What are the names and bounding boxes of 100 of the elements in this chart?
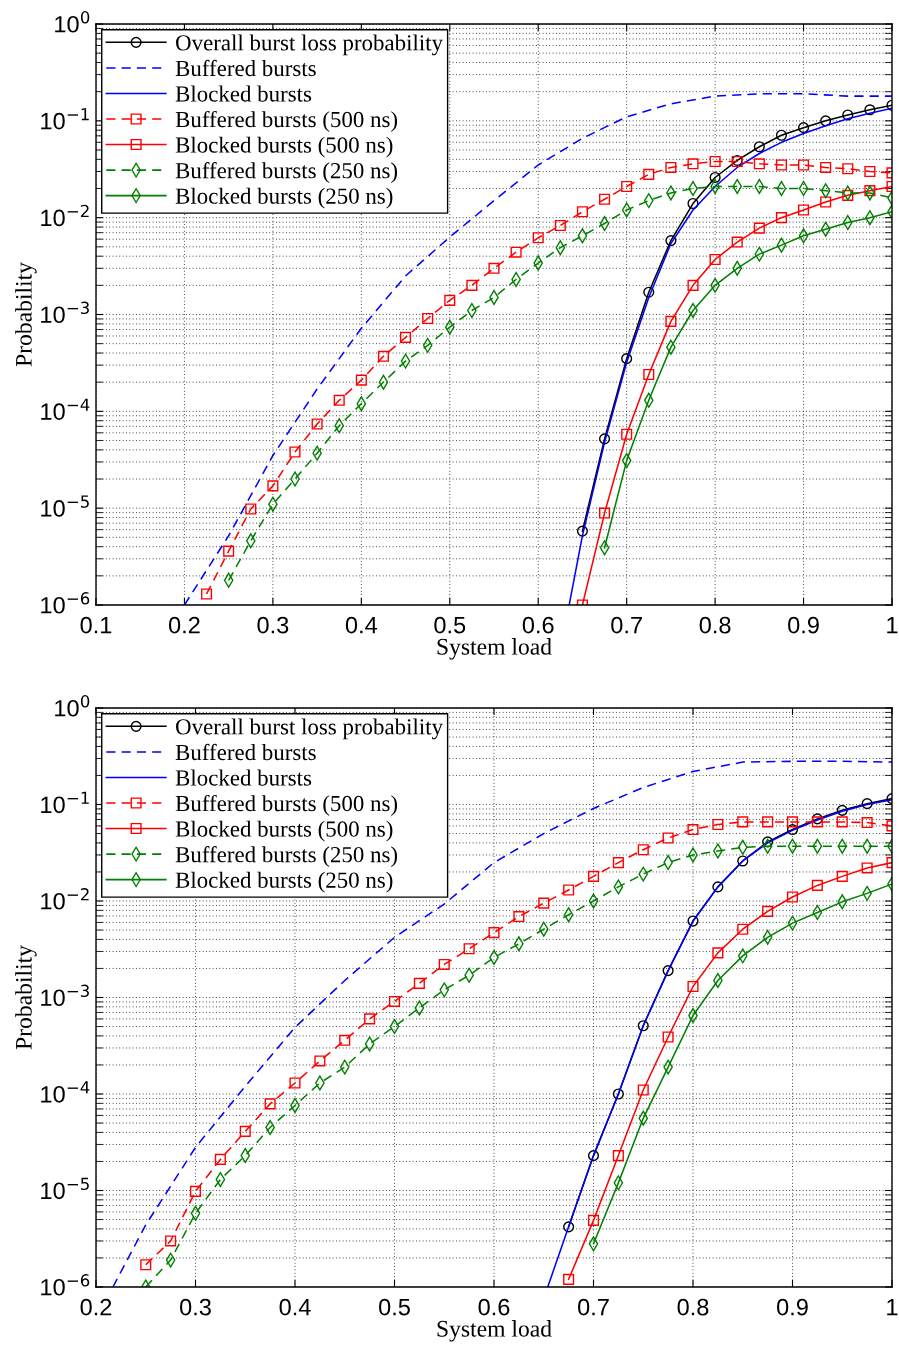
y-tick-label: 10$^{−5}$ <box>41 495 89 517</box>
point <box>563 884 575 896</box>
point <box>388 995 401 1008</box>
legend-label: Overall burst loss probability <box>176 718 443 740</box>
point <box>355 374 367 386</box>
point <box>665 315 677 327</box>
point <box>267 480 279 492</box>
point <box>737 855 749 867</box>
x-tick-label: 0.6 <box>478 1298 510 1316</box>
point <box>339 1034 351 1046</box>
point <box>587 1214 600 1226</box>
point <box>842 163 854 175</box>
legend-label: Buffered bursts <box>175 743 316 761</box>
legend-label: Blocked bursts <box>175 85 312 102</box>
y-tick-label: 10$^{0}$ <box>55 695 90 717</box>
point <box>762 905 774 917</box>
point <box>576 206 589 218</box>
point <box>438 958 450 971</box>
y-tick-label: 10$^{−3}$ <box>41 301 89 324</box>
point <box>488 262 500 274</box>
point <box>775 159 788 171</box>
x-tick-label: 0.3 <box>180 1298 211 1316</box>
x-tick-label: 0.4 <box>345 616 378 634</box>
y-axis-title: Probability <box>15 945 37 1050</box>
point <box>532 232 544 244</box>
point <box>665 161 677 174</box>
point <box>587 1150 600 1162</box>
point <box>662 1031 674 1043</box>
point <box>687 980 699 993</box>
y-tick-label: 10$^{−4}$ <box>41 1081 90 1103</box>
y-tick-label: 10$^{−2}$ <box>41 888 89 910</box>
point <box>239 1125 251 1137</box>
point <box>264 1098 276 1110</box>
point <box>709 253 721 266</box>
x-axis-title: System load <box>437 638 552 660</box>
point <box>637 844 649 856</box>
point <box>797 122 810 134</box>
legend-label: Buffered bursts (250 ns) <box>175 846 398 868</box>
point <box>621 428 633 440</box>
point <box>665 235 677 247</box>
point <box>864 104 876 116</box>
legend-label: Buffered bursts (250 ns) <box>175 162 398 184</box>
x-tick-label: 0.8 <box>677 1298 709 1316</box>
point <box>289 446 301 458</box>
point <box>466 279 478 291</box>
point <box>612 1088 624 1100</box>
point <box>612 857 624 869</box>
point <box>621 353 633 365</box>
y-tick-label: 10$^{−6}$ <box>41 592 90 614</box>
point <box>712 881 724 893</box>
x-tick-label: 1 <box>887 616 898 634</box>
point <box>399 331 412 343</box>
point <box>836 816 848 828</box>
point <box>510 246 522 258</box>
point <box>289 1077 301 1089</box>
legend-label: Overall burst loss probability <box>176 34 443 56</box>
legend-label: Blocked bursts (250 ns) <box>175 871 393 893</box>
x-tick-label: 0.7 <box>611 616 642 634</box>
legend-label: Blocked bursts (500 ns) <box>175 136 393 158</box>
y-tick-label: 10$^{−6}$ <box>41 1274 90 1296</box>
point <box>836 870 848 882</box>
point <box>687 279 699 291</box>
legend-label: Buffered bursts (500 ns) <box>175 794 398 816</box>
x-tick-label: 0.3 <box>257 616 289 634</box>
point <box>775 129 788 141</box>
point <box>861 816 873 829</box>
point <box>598 433 611 445</box>
point <box>189 1185 202 1197</box>
x-tick-label: 0.4 <box>279 1298 311 1316</box>
point <box>598 193 611 205</box>
point <box>753 141 765 153</box>
x-tick-label: 0.2 <box>80 1298 112 1316</box>
point <box>753 158 765 170</box>
point <box>709 155 721 168</box>
point <box>864 165 876 178</box>
point <box>842 189 854 201</box>
point <box>165 1235 177 1247</box>
legend-label: Buffered bursts (500 ns) <box>175 110 398 132</box>
legend-label: Blocked bursts (500 ns) <box>175 820 393 842</box>
point <box>712 947 724 959</box>
point <box>538 897 550 909</box>
point <box>687 823 699 836</box>
x-axis-title: System load <box>437 1320 552 1342</box>
y-tick-label: 10$^{−5}$ <box>41 1177 89 1200</box>
point <box>587 870 600 882</box>
x-tick-label: 0.5 <box>379 1298 410 1316</box>
y-tick-label: 10$^{−4}$ <box>41 398 90 420</box>
point <box>786 823 799 836</box>
line-series <box>112 760 892 1287</box>
x-tick-label: 1 <box>887 1298 898 1316</box>
point <box>820 196 832 208</box>
y-tick-label: 10$^{0}$ <box>55 11 90 33</box>
point <box>662 832 674 844</box>
legend-label: Blocked bursts <box>175 769 312 786</box>
point <box>333 394 345 406</box>
point <box>797 159 810 171</box>
legend-label: Blocked bursts (250 ns) <box>175 187 393 209</box>
point <box>214 1153 226 1165</box>
point <box>687 158 699 170</box>
point <box>463 943 475 955</box>
